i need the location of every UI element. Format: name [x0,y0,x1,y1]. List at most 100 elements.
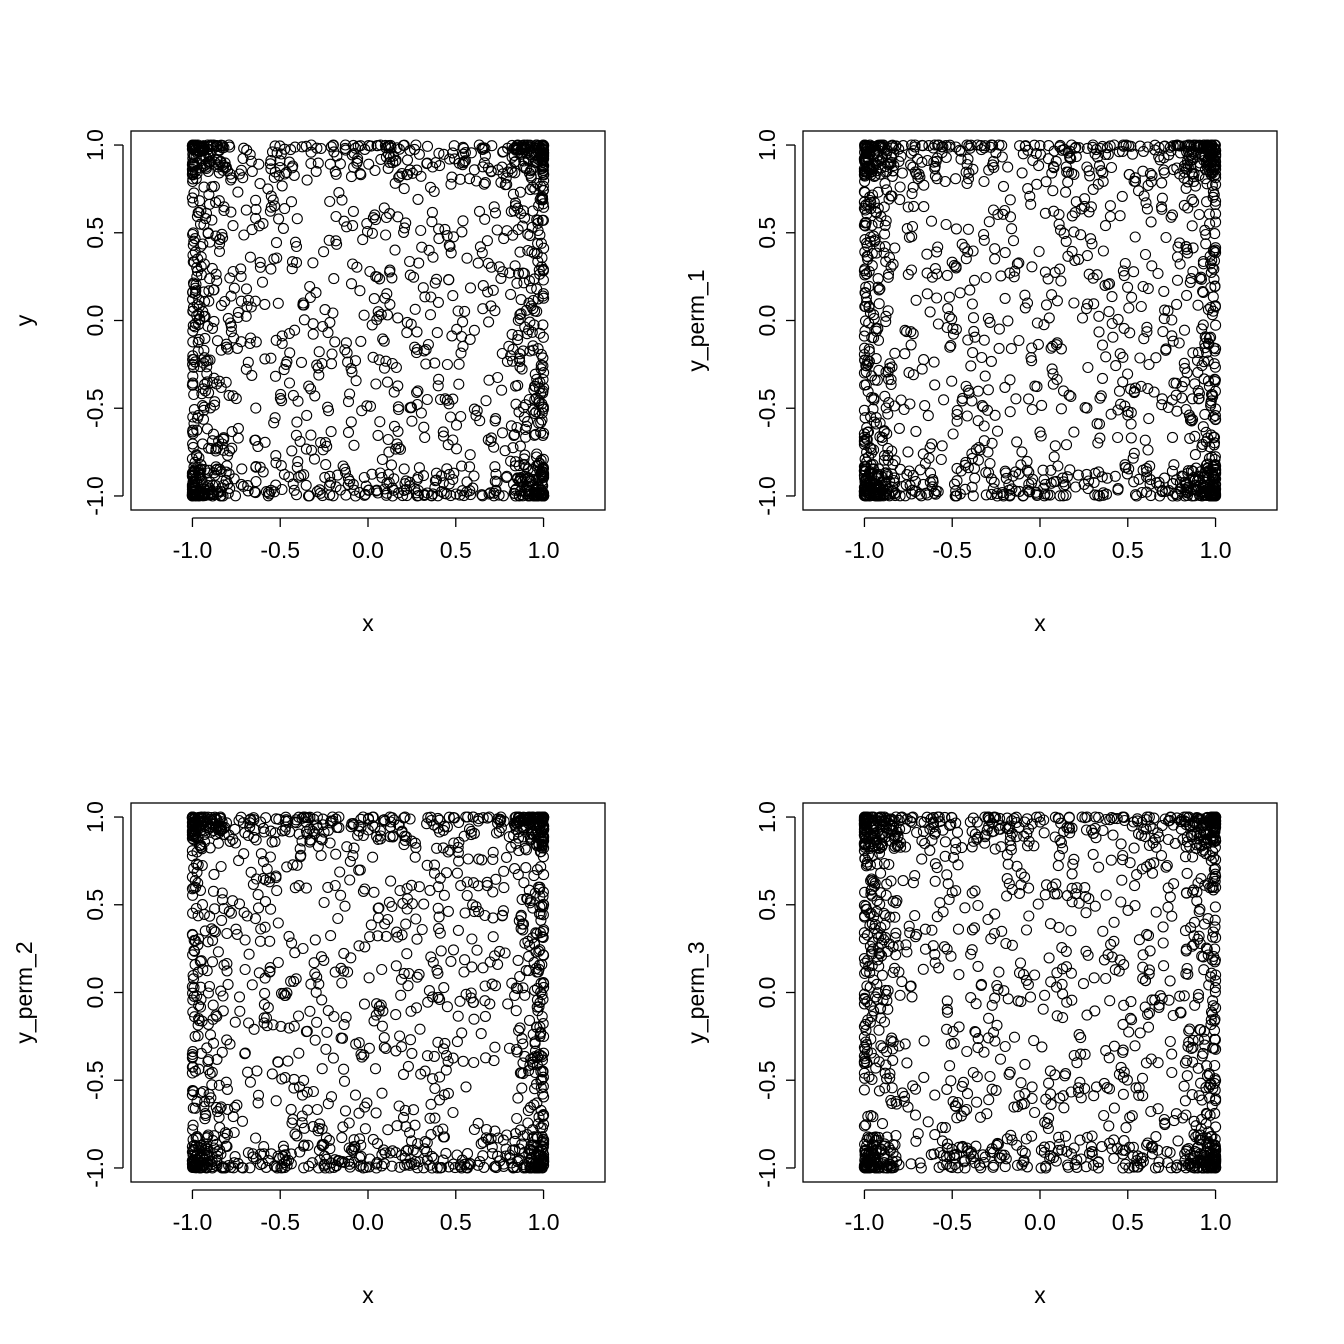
data-point [999,381,1011,393]
data-point [537,373,549,386]
data-point [364,265,376,278]
data-point [432,881,444,893]
data-point [463,173,476,185]
data-point [523,1014,536,1026]
data-point [289,882,301,894]
data-point [265,903,277,915]
data-point [537,360,549,372]
data-point [496,347,508,360]
data-point [1065,390,1077,403]
data-point [448,837,460,849]
data-point [1109,470,1121,482]
data-point [1063,389,1075,401]
data-point [1142,283,1154,295]
data-point [1122,368,1134,380]
data-point [1101,142,1113,154]
data-point [950,173,962,185]
data-point [217,433,229,445]
data-point [961,158,973,171]
data-point [437,1043,450,1055]
data-point [924,844,936,856]
data-point [1054,263,1066,275]
data-point [421,818,433,830]
data-point [286,1117,298,1129]
data-point [187,320,199,332]
data-point [1201,196,1213,208]
data-point [335,889,347,901]
data-point [1202,432,1214,444]
data-point [512,224,524,236]
data-point [213,826,226,839]
data-point [446,171,458,183]
data-point [366,227,378,239]
data-point [1181,146,1193,158]
data-point [315,142,327,155]
data-point [921,248,933,260]
data-point [317,444,329,456]
data-point [421,859,433,871]
data-point [418,1143,431,1155]
data-point [353,940,365,952]
data-point [864,235,876,248]
data-point [461,876,473,888]
data-point [276,337,288,350]
data-point [426,216,438,228]
data-point [456,226,468,238]
data-point [418,489,430,501]
data-point [345,952,357,964]
data-point [465,147,477,159]
data-point [216,914,228,926]
data-point [393,819,405,831]
data-point [523,275,536,287]
data-point [361,225,374,238]
data-point [377,1005,389,1017]
data-point [429,1112,441,1124]
data-point [534,881,546,893]
data-point [229,837,242,849]
data-point [1122,406,1134,418]
data-point [303,380,315,392]
data-point [209,926,221,938]
data-point [250,194,262,206]
data-point [404,255,416,268]
data-point [456,460,468,472]
data-point [187,889,199,901]
data-point [338,947,350,959]
data-point [382,468,395,480]
data-point [468,470,480,482]
data-point [204,489,216,501]
data-point [252,889,264,901]
data-point [538,811,550,823]
data-point [495,811,507,823]
data-point [865,231,877,243]
data-point [201,368,213,380]
data-point [1004,194,1016,206]
data-point [192,939,204,951]
data-point [948,259,960,271]
data-point [1116,190,1128,202]
data-point [519,423,531,436]
data-point [456,1027,468,1039]
data-point [198,181,210,193]
data-point [1210,208,1222,220]
data-point [315,849,327,862]
data-point [537,429,549,441]
data-point [362,824,374,836]
data-point [414,1023,426,1035]
data-point [910,294,922,306]
data-point [215,860,227,873]
data-point [208,489,220,501]
x-tick-label: 1.0 [528,1209,560,1235]
data-point [206,1161,218,1173]
data-point [536,989,548,1001]
data-point [430,467,443,479]
data-point [265,154,277,167]
data-point [1141,466,1153,478]
data-point [343,1142,355,1154]
data-point [980,271,992,284]
data-point [372,912,385,924]
data-point [861,446,873,458]
data-point [281,861,293,873]
data-point [972,385,984,397]
data-point [313,346,325,358]
